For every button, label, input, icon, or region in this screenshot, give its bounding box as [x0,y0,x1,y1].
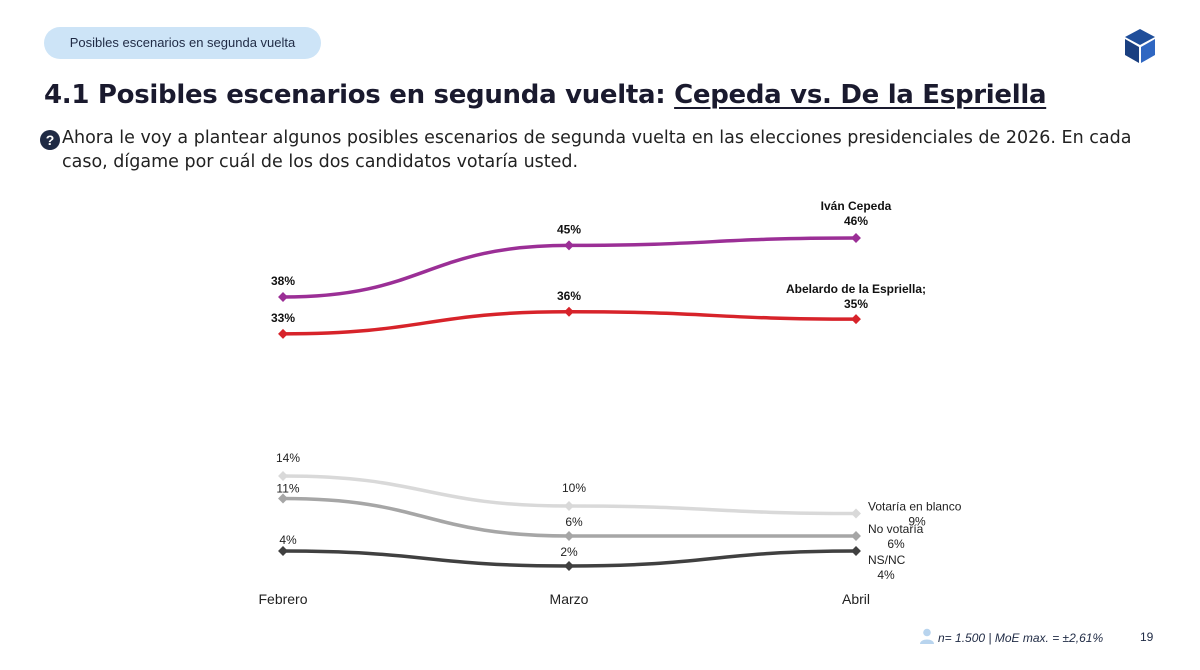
data-label: 2% [560,545,578,559]
series-end-label: Iván Cepeda [821,199,892,213]
data-point [851,314,861,325]
section-pill: Posibles escenarios en segunda vuelta [44,27,321,59]
data-label: 4% [279,533,297,547]
data-label: 46% [844,214,868,228]
data-point [564,561,574,571]
page-title: 4.1 Posibles escenarios en segunda vuelt… [44,80,1047,110]
series-end-label: No votaría [868,522,924,536]
data-point [851,546,861,556]
series-end-label: NS/NC [868,553,906,567]
question-circle-icon: ? [40,130,60,150]
data-label: 33% [271,311,295,325]
data-label: 9% [908,515,926,529]
series-end-label: Votaría en blanco [868,500,962,514]
title-emphasis: Cepeda vs. De la Espriella [674,80,1047,110]
data-point [564,306,574,317]
data-point [851,233,861,243]
x-tick-label: Febrero [258,591,307,607]
x-tick-label: Marzo [550,591,589,607]
x-tick-label: Abril [842,591,870,607]
sample-size: n= 1.500 [938,631,986,645]
footer-sample: n= 1.500 | MoE max. = ±2,61% [920,628,1103,645]
data-point [278,546,288,556]
series-abelardo-de-la-espriella: 33% 36% Abelardo de la Espriella;35% [271,282,926,339]
data-point [564,240,574,251]
user-icon [920,628,934,644]
data-label: 6% [565,515,583,529]
margin-of-error: | MoE max. = ±2,61% [988,631,1104,645]
question-text: Ahora le voy a plantear algunos posibles… [62,128,1132,172]
question-block: ? Ahora le voy a plantear algunos posibl… [40,126,1140,174]
data-point [278,493,288,504]
page-number: 19 [1140,630,1154,644]
data-label: 11% [276,482,299,496]
data-point [278,328,288,339]
data-point [278,471,288,481]
data-label: 35% [844,297,868,311]
data-point [564,501,574,511]
title-prefix: 4.1 Posibles escenarios en segunda vuelt… [44,80,675,110]
data-label: 4% [877,568,895,582]
data-point [278,292,288,302]
data-label: 6% [887,537,905,551]
data-point [564,531,574,541]
data-point [851,508,861,519]
series-ns-nc: 4%2%NS/NC4% [278,533,906,582]
data-label: 36% [557,289,581,303]
data-label: 45% [557,222,581,236]
data-label: 38% [271,274,295,288]
series-end-label: Abelardo de la Espriella; [786,282,926,296]
data-point [851,531,861,541]
data-label: 14% [276,451,300,465]
data-label: 10% [562,481,586,495]
cube-logo-icon [1125,29,1155,63]
